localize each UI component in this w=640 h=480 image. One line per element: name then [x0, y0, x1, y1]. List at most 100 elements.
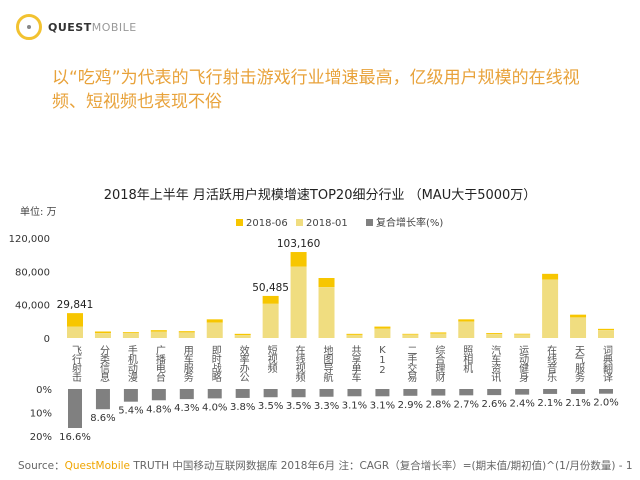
bar-2018-01: [346, 334, 363, 338]
cagr-bar: [571, 389, 586, 394]
pct-tick-label: 20%: [30, 432, 52, 443]
cagr-bar: [347, 389, 362, 397]
cagr-bar: [123, 389, 138, 402]
category-label: 共享单车: [349, 345, 361, 383]
cagr-label: 4.8%: [146, 404, 171, 415]
legend-label: 2018-06: [246, 218, 288, 229]
cagr-label: 3.5%: [258, 401, 283, 412]
cagr-label: 3.3%: [314, 401, 339, 412]
category-label: 词典翻译: [601, 345, 613, 383]
bar-2018-01: [234, 335, 251, 338]
category-label: 效率办公: [237, 344, 249, 382]
bar-2018-06: [290, 252, 307, 267]
bar-2018-01: [570, 317, 587, 338]
category-label: 天气服务: [573, 345, 585, 383]
legend-swatch: [236, 219, 243, 226]
cagr-label: 3.1%: [370, 400, 395, 411]
bar-2018-01: [542, 279, 559, 338]
category-label: K12: [377, 345, 388, 375]
data-label: 103,160: [277, 238, 320, 250]
category-label: 短视频: [265, 344, 277, 374]
cagr-label: 8.6%: [90, 413, 115, 424]
y-tick-label: 120,000: [9, 234, 50, 245]
bar-2018-01: [458, 321, 475, 338]
cagr-label: 3.8%: [230, 402, 255, 413]
bar-2018-06: [598, 328, 614, 331]
cagr-bar: [459, 389, 474, 396]
bar-2018-01: [374, 328, 391, 338]
bar-2018-01: [178, 332, 195, 338]
bar-2018-06: [262, 295, 279, 304]
bar-2018-06: [402, 333, 419, 335]
bar-2018-06: [318, 278, 335, 288]
bar-2018-06: [234, 333, 251, 336]
bar-2018-06: [206, 319, 223, 323]
category-label: 照相机: [461, 345, 473, 374]
headline: 以“吃鸡”为代表的飞行射击游戏行业增速最高，亿级用户规模的在线视频、短视频也表现…: [52, 68, 580, 112]
legend-swatch: [366, 219, 373, 226]
bar-2018-06: [430, 332, 447, 334]
bar-2018-01: [598, 330, 614, 338]
cagr-label: 5.4%: [118, 406, 143, 417]
data-label: 50,485: [252, 282, 289, 294]
cagr-bar: [487, 389, 502, 396]
bar-2018-06: [514, 333, 531, 335]
category-label: 飞行射击: [70, 345, 82, 383]
cagr-label: 16.6%: [59, 432, 91, 443]
bar-2018-06: [178, 331, 195, 333]
cagr-bar: [403, 389, 418, 396]
cagr-label: 2.6%: [482, 399, 507, 410]
category-label: 在线视频: [293, 345, 305, 383]
cagr-label: 2.1%: [565, 398, 590, 409]
bar-2018-01: [514, 334, 531, 338]
cagr-bar: [263, 389, 278, 398]
cagr-bar: [179, 389, 194, 400]
bar-2018-01: [430, 333, 447, 338]
y-tick-label: 80,000: [15, 267, 50, 278]
cagr-bar: [515, 389, 530, 395]
bar-2018-06: [150, 330, 167, 332]
bar-2018-01: [318, 287, 335, 338]
category-label: 分类信息: [97, 345, 109, 382]
bar-2018-01: [122, 333, 139, 338]
data-label: 29,841: [57, 299, 94, 311]
category-label: 汽车资讯: [489, 344, 501, 383]
cagr-label: 4.0%: [202, 402, 227, 413]
cagr-bar: [431, 389, 446, 396]
category-label: 运动健身: [517, 345, 529, 383]
cagr-bar: [207, 389, 222, 399]
bar-2018-06: [570, 314, 587, 318]
bar-2018-01: [486, 334, 503, 338]
cagr-label: 3.1%: [342, 400, 367, 411]
source-note: Source：QuestMobile TRUTH 中国移动互联网数据库 2018…: [18, 460, 633, 472]
legend-label: 2018-01: [306, 218, 348, 229]
category-label: 即时战略: [209, 345, 221, 383]
y-tick-label: 0: [44, 334, 50, 345]
logo-icon: [16, 14, 42, 40]
bar-2018-01: [262, 303, 279, 338]
unit-label: 单位: 万: [20, 205, 57, 218]
cagr-bar: [151, 389, 166, 401]
category-label: 地图导航: [321, 344, 333, 383]
cagr-label: 2.7%: [454, 399, 479, 410]
cagr-bar: [291, 389, 306, 398]
bar-2018-06: [458, 319, 475, 322]
questmobile-logo: QUESTMOBILE: [16, 14, 137, 40]
legend-label: 复合增长率(%): [376, 216, 443, 229]
category-label: 手机动漫: [125, 344, 137, 383]
cagr-bar: [68, 389, 82, 429]
cagr-label: 2.0%: [593, 398, 618, 409]
bar-2018-06: [346, 333, 363, 335]
bar-2018-06: [486, 333, 503, 335]
category-label: 在线音乐: [545, 345, 557, 382]
bar-2018-06: [122, 332, 139, 333]
bar-2018-06: [67, 313, 83, 327]
category-label: 用车服务: [181, 345, 193, 383]
cagr-bar: [235, 389, 250, 398]
category-label: 广播电台: [153, 345, 165, 383]
chart-title: 2018年上半年 月活跃用户规模增速TOP20细分行业 （MAU大于5000万）: [104, 187, 537, 203]
bar-2018-01: [67, 326, 83, 338]
cagr-bar: [375, 389, 390, 397]
bar-2018-06: [542, 273, 559, 280]
